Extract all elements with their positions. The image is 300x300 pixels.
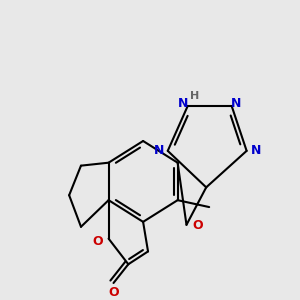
Text: N: N xyxy=(178,97,189,110)
Text: O: O xyxy=(192,219,202,232)
Text: O: O xyxy=(108,286,119,299)
Text: N: N xyxy=(231,97,241,110)
Text: H: H xyxy=(190,91,199,100)
Text: O: O xyxy=(92,235,103,248)
Text: N: N xyxy=(251,144,262,158)
Text: N: N xyxy=(154,144,164,158)
